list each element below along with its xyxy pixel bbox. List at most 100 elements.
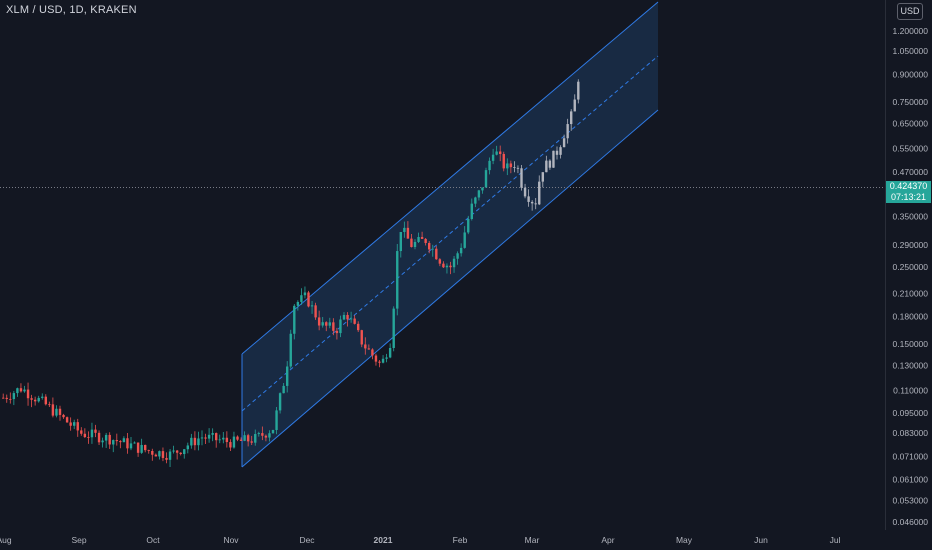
candle <box>229 439 232 452</box>
candle <box>282 383 285 394</box>
candle <box>300 288 303 305</box>
candle <box>562 134 566 148</box>
candle <box>200 430 204 446</box>
candle <box>385 353 388 363</box>
candle <box>307 290 310 308</box>
candle <box>467 215 470 235</box>
candle <box>325 321 328 332</box>
candle <box>204 433 207 444</box>
x-tick-label: May <box>676 535 693 545</box>
candle <box>26 382 30 406</box>
y-tick-label: 0.290000 <box>893 240 929 250</box>
candle <box>129 437 133 451</box>
y-tick-label: 0.053000 <box>893 496 929 506</box>
candle <box>449 261 452 275</box>
candle <box>463 226 466 249</box>
candle <box>23 385 26 393</box>
candle <box>332 318 335 336</box>
candle <box>413 239 417 250</box>
candle <box>577 79 580 104</box>
x-tick-label: Aug <box>0 535 12 545</box>
candle <box>286 361 289 393</box>
channel-upper-line <box>241 1 659 355</box>
candle <box>80 427 83 436</box>
candle <box>538 175 541 206</box>
candle <box>215 432 218 448</box>
candle <box>243 431 246 442</box>
candle <box>406 221 410 239</box>
candle <box>541 172 544 188</box>
candle <box>9 392 12 404</box>
candle <box>353 315 356 325</box>
candle <box>523 183 527 199</box>
candle <box>65 416 69 423</box>
price-axis: 1.200000 1.050000 0.900000 0.750000 0.650000… <box>893 26 929 527</box>
candle <box>83 428 87 439</box>
bar-countdown: 07:13:21 <box>890 192 927 202</box>
candle <box>147 449 150 454</box>
x-tick-label: Jun <box>754 535 768 545</box>
candle <box>428 241 431 254</box>
candle <box>499 145 502 162</box>
candle <box>48 401 51 408</box>
candle <box>51 397 55 418</box>
candle <box>470 198 473 221</box>
candle <box>342 312 346 321</box>
x-tick-label: Jul <box>830 535 841 545</box>
y-tick-label: 0.095000 <box>893 408 929 418</box>
candle <box>289 329 292 369</box>
candle <box>97 430 101 446</box>
candle <box>296 300 300 311</box>
candle <box>378 360 381 368</box>
x-tick-label: Oct <box>146 535 160 545</box>
candle <box>33 396 37 406</box>
candle <box>41 393 44 400</box>
candle <box>58 405 62 421</box>
last-price-tag: 0.424370 07:13:21 <box>886 181 931 203</box>
candle <box>339 315 342 338</box>
candle <box>119 440 122 449</box>
price-axis-divider <box>885 0 886 530</box>
candle <box>154 453 158 457</box>
candle <box>16 387 19 397</box>
candle <box>456 251 459 265</box>
y-tick-label: 1.050000 <box>893 46 929 56</box>
candle <box>94 424 97 438</box>
y-tick-label: 0.083000 <box>893 428 929 438</box>
candle <box>360 329 363 348</box>
channel-lower-line <box>241 109 659 468</box>
candle <box>165 452 168 464</box>
candle <box>484 167 488 188</box>
y-tick-label: 0.130000 <box>893 361 929 371</box>
currency-button[interactable]: USD <box>897 3 923 20</box>
candle <box>5 394 8 403</box>
candle <box>271 429 275 434</box>
candle <box>222 431 225 444</box>
candle <box>275 407 278 435</box>
candle <box>101 437 104 448</box>
candle <box>516 165 520 174</box>
candle <box>438 258 442 267</box>
candle <box>218 434 221 444</box>
candle <box>317 310 321 331</box>
candle <box>257 431 260 437</box>
candle <box>495 145 498 156</box>
x-tick-label: Sep <box>71 535 86 545</box>
candle <box>151 448 154 461</box>
candle <box>108 432 111 449</box>
candle <box>55 405 58 418</box>
candle <box>126 433 129 454</box>
candle <box>527 189 530 207</box>
candles <box>2 79 580 467</box>
candle <box>374 353 378 366</box>
candle <box>69 417 72 431</box>
candle <box>246 433 250 447</box>
y-tick-label: 0.350000 <box>893 211 929 221</box>
candle <box>37 395 40 403</box>
candle <box>168 448 172 467</box>
symbol-title: XLM / USD, 1D, KRAKEN <box>6 4 137 16</box>
candle <box>566 118 569 144</box>
candle <box>442 261 445 269</box>
last-price-value: 0.424370 <box>889 181 928 191</box>
x-tick-label: Dec <box>299 535 315 545</box>
